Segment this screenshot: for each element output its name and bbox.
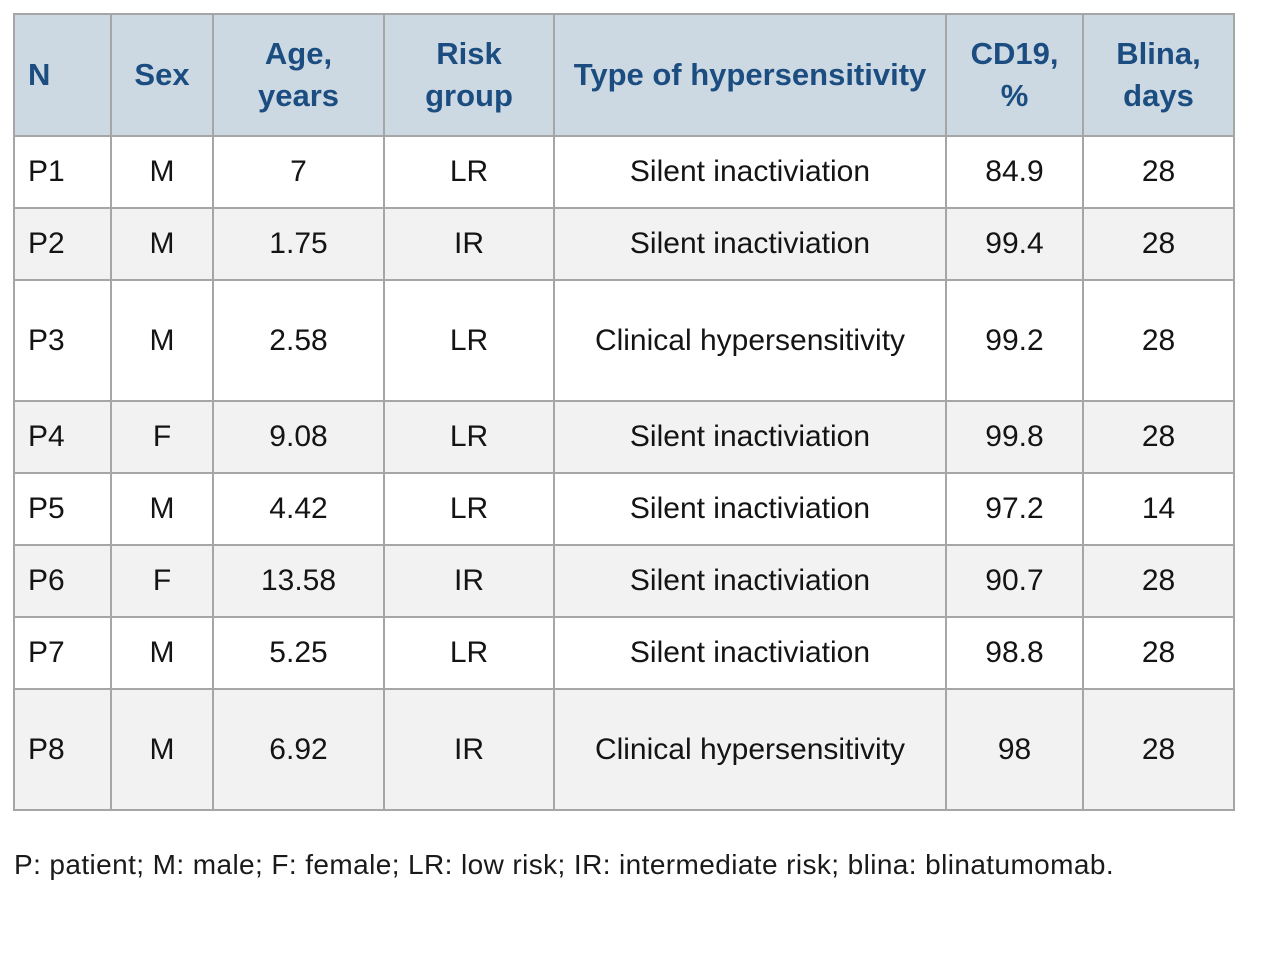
- cell-p4-age: 9.08: [212, 400, 385, 474]
- cell-p1-risk: LR: [383, 135, 555, 209]
- table-row: P8 M 6.92 IR Clinical hypersensitivity 9…: [13, 688, 1235, 811]
- cell-p8-type: Clinical hypersensitivity: [553, 688, 947, 811]
- patients-table: N Sex Age, years Risk group Type of hype…: [13, 13, 1235, 811]
- cell-p8-blina: 28: [1082, 688, 1235, 811]
- header-cell-n: N: [13, 13, 112, 137]
- cell-p2-n: P2: [13, 207, 112, 281]
- cell-p2-cd19: 99.4: [945, 207, 1084, 281]
- table-row: P5 M 4.42 LR Silent inactiviation 97.2 1…: [13, 472, 1235, 546]
- cell-p1-sex: M: [110, 135, 214, 209]
- cell-p4-sex: F: [110, 400, 214, 474]
- cell-p2-type: Silent inactiviation: [553, 207, 947, 281]
- cell-p3-blina: 28: [1082, 279, 1235, 402]
- table-row: P2 M 1.75 IR Silent inactiviation 99.4 2…: [13, 207, 1235, 281]
- header-cell-cd19: CD19, %: [945, 13, 1084, 137]
- cell-p3-n: P3: [13, 279, 112, 402]
- header-cell-sex: Sex: [110, 13, 214, 137]
- cell-p7-risk: LR: [383, 616, 555, 690]
- cell-p8-risk: IR: [383, 688, 555, 811]
- cell-p1-cd19: 84.9: [945, 135, 1084, 209]
- cell-p5-risk: LR: [383, 472, 555, 546]
- cell-p8-sex: M: [110, 688, 214, 811]
- header-cell-risk: Risk group: [383, 13, 555, 137]
- cell-p8-cd19: 98: [945, 688, 1084, 811]
- table-row: P3 M 2.58 LR Clinical hypersensitivity 9…: [13, 279, 1235, 402]
- cell-p1-n: P1: [13, 135, 112, 209]
- header-row: N Sex Age, years Risk group Type of hype…: [13, 13, 1235, 137]
- table-footnote: P: patient; M: male; F: female; LR: low …: [14, 849, 1114, 880]
- cell-p2-age: 1.75: [212, 207, 385, 281]
- cell-p3-type: Clinical hypersensitivity: [553, 279, 947, 402]
- cell-p5-age: 4.42: [212, 472, 385, 546]
- cell-p7-sex: M: [110, 616, 214, 690]
- cell-p7-type: Silent inactiviation: [553, 616, 947, 690]
- cell-p4-n: P4: [13, 400, 112, 474]
- cell-p6-sex: F: [110, 544, 214, 618]
- cell-p5-sex: M: [110, 472, 214, 546]
- cell-p3-age: 2.58: [212, 279, 385, 402]
- header-cell-age: Age, years: [212, 13, 385, 137]
- cell-p7-blina: 28: [1082, 616, 1235, 690]
- cell-p2-blina: 28: [1082, 207, 1235, 281]
- table-row: P4 F 9.08 LR Silent inactiviation 99.8 2…: [13, 400, 1235, 474]
- cell-p7-n: P7: [13, 616, 112, 690]
- table-body: P1 M 7 LR Silent inactiviation 84.9 28 P…: [13, 135, 1235, 811]
- cell-p8-n: P8: [13, 688, 112, 811]
- cell-p6-cd19: 90.7: [945, 544, 1084, 618]
- cell-p4-cd19: 99.8: [945, 400, 1084, 474]
- cell-p3-risk: LR: [383, 279, 555, 402]
- cell-p7-cd19: 98.8: [945, 616, 1084, 690]
- cell-p5-n: P5: [13, 472, 112, 546]
- cell-p8-age: 6.92: [212, 688, 385, 811]
- cell-p1-blina: 28: [1082, 135, 1235, 209]
- table-row: P1 M 7 LR Silent inactiviation 84.9 28: [13, 135, 1235, 209]
- table-row: P7 M 5.25 LR Silent inactiviation 98.8 2…: [13, 616, 1235, 690]
- cell-p2-sex: M: [110, 207, 214, 281]
- cell-p2-risk: IR: [383, 207, 555, 281]
- header-cell-blina: Blina, days: [1082, 13, 1235, 137]
- cell-p5-type: Silent inactiviation: [553, 472, 947, 546]
- cell-p5-blina: 14: [1082, 472, 1235, 546]
- cell-p1-age: 7: [212, 135, 385, 209]
- cell-p4-blina: 28: [1082, 400, 1235, 474]
- header-cell-type: Type of hypersensitivity: [553, 13, 947, 137]
- cell-p4-type: Silent inactiviation: [553, 400, 947, 474]
- table-row: P6 F 13.58 IR Silent inactiviation 90.7 …: [13, 544, 1235, 618]
- cell-p6-blina: 28: [1082, 544, 1235, 618]
- cell-p6-n: P6: [13, 544, 112, 618]
- cell-p6-age: 13.58: [212, 544, 385, 618]
- cell-p3-sex: M: [110, 279, 214, 402]
- cell-p6-risk: IR: [383, 544, 555, 618]
- table-header: N Sex Age, years Risk group Type of hype…: [13, 13, 1235, 137]
- cell-p7-age: 5.25: [212, 616, 385, 690]
- cell-p6-type: Silent inactiviation: [553, 544, 947, 618]
- cell-p4-risk: LR: [383, 400, 555, 474]
- cell-p5-cd19: 97.2: [945, 472, 1084, 546]
- cell-p3-cd19: 99.2: [945, 279, 1084, 402]
- cell-p1-type: Silent inactiviation: [553, 135, 947, 209]
